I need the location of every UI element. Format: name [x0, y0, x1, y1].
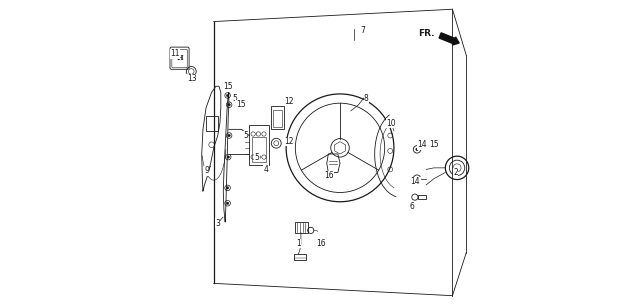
Circle shape	[227, 94, 229, 97]
Text: 5: 5	[232, 94, 237, 103]
Bar	[294, 254, 306, 260]
Text: 16: 16	[316, 239, 325, 248]
Text: 8: 8	[364, 94, 369, 103]
Text: 13: 13	[187, 74, 196, 83]
Circle shape	[415, 177, 419, 180]
Text: 5: 5	[243, 131, 248, 140]
Circle shape	[227, 187, 229, 189]
Bar	[295, 222, 308, 233]
Text: FR.: FR.	[419, 29, 435, 38]
Text: 1: 1	[296, 239, 301, 248]
Text: 5: 5	[255, 152, 259, 162]
Bar	[273, 110, 282, 127]
FancyArrow shape	[439, 33, 459, 45]
Text: 10: 10	[386, 119, 396, 128]
Text: 6: 6	[410, 202, 414, 211]
Bar	[252, 137, 266, 162]
Circle shape	[228, 134, 230, 137]
Circle shape	[415, 148, 419, 151]
Text: 7: 7	[360, 26, 365, 35]
Text: 14: 14	[411, 177, 420, 186]
Text: 15: 15	[236, 100, 245, 109]
Circle shape	[227, 202, 229, 205]
Bar	[249, 125, 269, 165]
Text: 9: 9	[204, 166, 209, 176]
Bar	[206, 116, 218, 131]
Text: 11: 11	[170, 49, 180, 59]
Circle shape	[228, 103, 230, 106]
Text: 3: 3	[215, 219, 220, 228]
Bar	[418, 195, 426, 199]
Text: 15: 15	[429, 140, 439, 149]
Bar	[271, 106, 284, 129]
Text: H: H	[176, 54, 183, 62]
Text: 12: 12	[284, 137, 293, 146]
Text: 15: 15	[223, 82, 232, 91]
Text: 16: 16	[324, 171, 334, 180]
Text: 12: 12	[284, 97, 293, 106]
Circle shape	[227, 156, 230, 158]
Text: 14: 14	[417, 140, 426, 149]
Text: 4: 4	[264, 165, 269, 174]
Text: 2: 2	[453, 168, 458, 177]
